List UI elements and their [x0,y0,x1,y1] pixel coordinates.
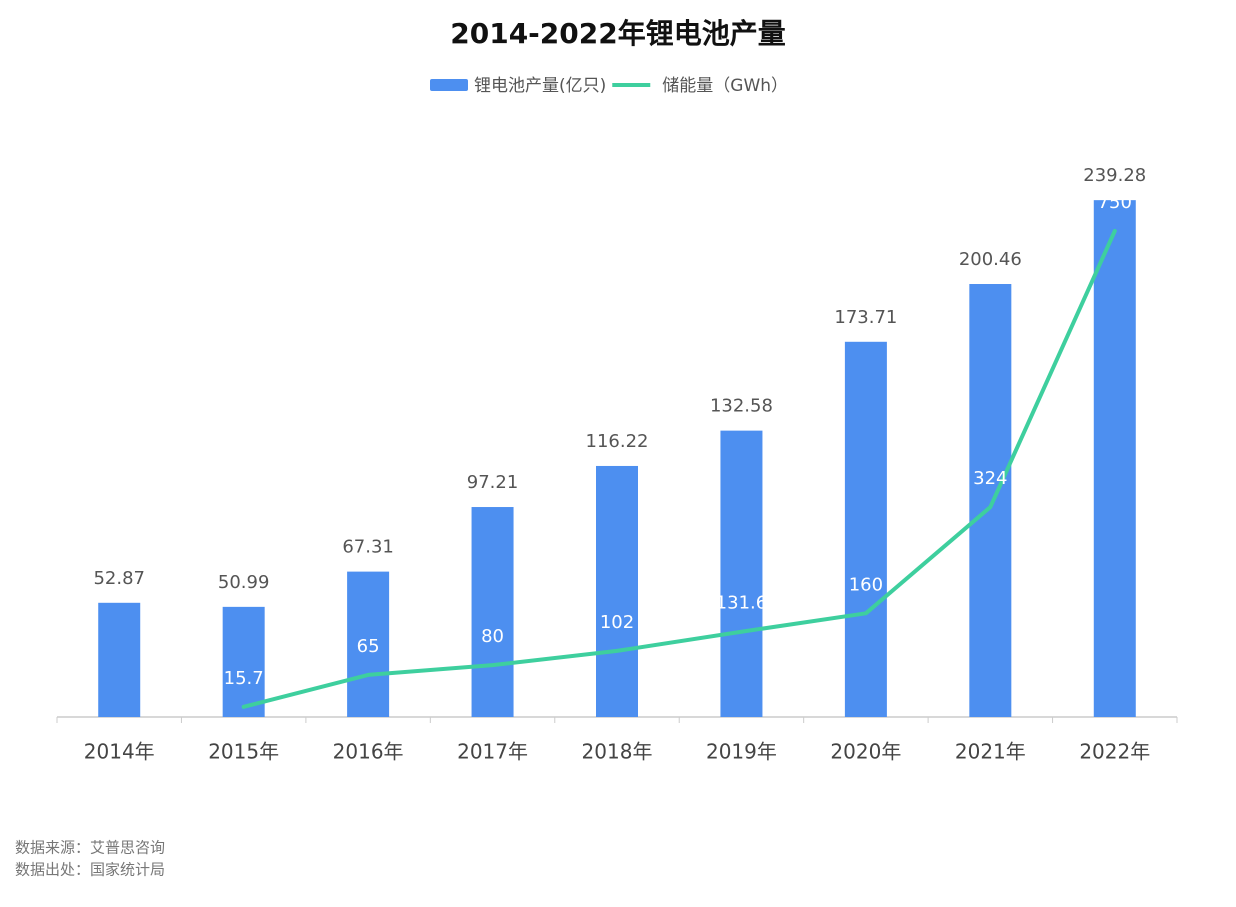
source-note: 数据出处：国家统计局 [15,861,165,879]
line-value-label: 15.7 [224,668,264,689]
line [241,229,1117,709]
bar-value-label: 97.21 [467,472,519,493]
line-value-label: 324 [973,468,1007,489]
legend-label: 储能量（GWh） [662,76,788,96]
bar-value-label: 116.22 [586,431,649,452]
bar-value-label: 200.46 [959,249,1022,270]
bar [222,606,265,717]
line-value-label: 160 [849,574,883,595]
line-value-label: 102 [600,612,634,633]
bar [720,430,763,717]
bar-value-label: 50.99 [218,572,270,593]
bar [844,341,887,717]
bar [969,284,1012,717]
bar [347,571,390,717]
x-tick-label: 2019年 [706,740,777,764]
x-tick-label: 2020年 [830,740,901,764]
x-tick-label: 2016年 [333,740,404,764]
bar [471,507,514,717]
legend-label: 锂电池产量(亿只) [474,76,606,96]
line-value-label: 80 [481,626,504,647]
line-value-label: 65 [357,636,380,657]
line-value-label: 750 [1098,192,1132,213]
x-tick-label: 2017年 [457,740,528,764]
source-note: 数据来源：艾普思咨询 [15,839,165,857]
bar-value-label: 239.28 [1083,165,1146,186]
legend-swatch [430,79,468,91]
bar-value-label: 173.71 [834,307,897,328]
x-tick-label: 2018年 [582,740,653,764]
bar-value-label: 52.87 [93,568,145,589]
x-tick-label: 2014年 [84,740,155,764]
bar [1093,200,1136,717]
line-value-label: 131.6 [716,593,768,614]
x-tick-label: 2021年 [955,740,1026,764]
x-tick-label: 2022年 [1079,740,1150,764]
bar-value-label: 67.31 [342,537,394,558]
x-tick-label: 2015年 [208,740,279,764]
bar [596,465,638,717]
chart-title: 2014-2022年锂电池产量 [450,17,785,50]
bar-value-label: 132.58 [710,396,773,417]
bar [98,602,141,717]
